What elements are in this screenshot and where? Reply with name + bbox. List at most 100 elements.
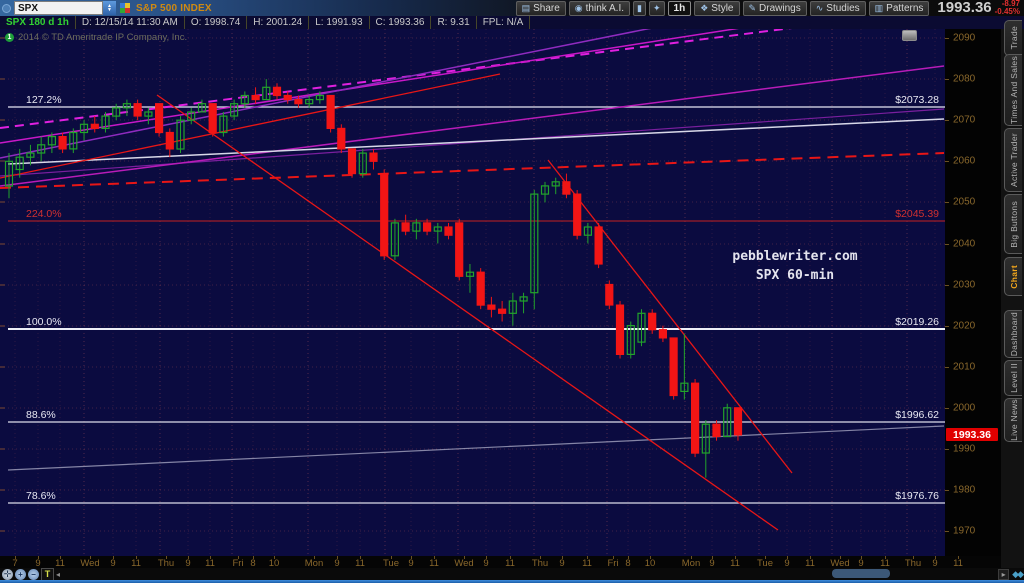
sidebar-tab-live-news[interactable]: Live News — [1004, 398, 1022, 442]
candle-body — [69, 131, 78, 150]
time-tick — [935, 556, 936, 559]
candle-body — [358, 152, 367, 175]
candle-body — [305, 98, 314, 105]
fib-price-label: $1996.62 — [895, 409, 939, 421]
price-tick-label: 2080 — [953, 73, 976, 85]
copyright-notice: 1 2014 © TD Ameritrade IP Company, Inc. — [5, 32, 187, 43]
candle-body — [133, 103, 142, 117]
time-label-day: Wed — [830, 558, 850, 569]
time-tick — [90, 556, 91, 559]
time-label-hour: 9 — [784, 558, 790, 569]
candle-body — [498, 308, 507, 314]
chart-toolbar: ▤ Share ◉ think A.I. ▮ ✦ 1h ❖ Style ✎ Drawings ∿ Stu… — [515, 0, 1024, 16]
candle-body — [26, 152, 35, 158]
sidebar-tab-active-trader[interactable]: Active Trader — [1004, 128, 1022, 192]
sidebar-tab-times-and-sales[interactable]: Times And Sales — [1004, 54, 1022, 126]
candle-body — [251, 94, 260, 101]
double-diamond-icon[interactable]: ◆◆ — [1012, 568, 1024, 579]
time-label-hour: 11 — [131, 558, 141, 569]
time-label-hour: 9 — [408, 558, 414, 569]
drawings-button[interactable]: ✎ Drawings — [742, 0, 807, 16]
price-axis[interactable]: 2090 2080 2070 2060 2050 2040 2030 2020 2010 2000… — [945, 29, 1001, 556]
candle-body — [444, 226, 453, 236]
time-tick — [188, 556, 189, 559]
time-label-hour: 9 — [110, 558, 116, 569]
camera-icon[interactable] — [902, 30, 917, 41]
timeframe-button[interactable]: 1h — [667, 0, 692, 16]
time-label-hour: 9 — [559, 558, 565, 569]
price-tick — [945, 367, 949, 368]
time-label-hour: 11 — [205, 558, 215, 569]
candle-body — [733, 407, 743, 436]
symbol-input[interactable] — [14, 1, 103, 15]
symbol-dropdown-button[interactable]: ▲ ▼ — [103, 1, 116, 15]
flask-icon: ∿ — [815, 2, 824, 13]
sidebar-tab-label: Trade — [1008, 26, 1019, 50]
candle-body — [176, 119, 185, 150]
zoom-out-icon[interactable]: − — [28, 568, 39, 580]
time-tick — [238, 556, 239, 559]
time-label-day: Thu — [904, 558, 922, 569]
sidebar-tab-dashboard[interactable]: Dashboard — [1004, 310, 1022, 358]
sidebar-tab-trade[interactable]: Trade — [1004, 20, 1022, 56]
candle-body — [712, 423, 721, 438]
tools-button[interactable]: ✦ — [648, 0, 665, 16]
candle-body — [530, 193, 539, 294]
studies-button[interactable]: ∿ Studies — [809, 0, 866, 16]
candlestick-chart[interactable] — [0, 29, 945, 556]
time-label-day: Fri — [232, 558, 244, 569]
think-ai-icon: ◉ — [574, 2, 583, 13]
chart-area[interactable]: 1 2014 © TD Ameritrade IP Company, Inc. … — [0, 29, 945, 556]
price-tick — [945, 202, 949, 203]
candle-body — [615, 304, 625, 356]
candle-body — [551, 181, 560, 187]
sidebar-tab-chart[interactable]: Chart — [1004, 257, 1022, 296]
watermark-symbol: SPX 60-min — [755, 268, 835, 283]
info-icon: 1 — [5, 33, 14, 42]
price-tick — [945, 490, 949, 491]
trendlines[interactable] — [0, 29, 945, 531]
time-tick — [587, 556, 588, 559]
candle-body — [626, 325, 635, 356]
sidebar-tab-big-buttons[interactable]: Big Buttons — [1004, 194, 1022, 254]
text-tool-button[interactable]: T — [41, 567, 54, 581]
trendline-magenta-long — [0, 65, 945, 187]
trendline-red-rising — [0, 73, 501, 179]
candle-body — [79, 123, 89, 134]
sidebar-tab-level-ii[interactable]: Level II — [1004, 360, 1022, 396]
candle-body — [701, 423, 710, 454]
fib-percent-label: 78.6% — [26, 490, 56, 502]
collapse-left-icon[interactable]: ◂ — [56, 569, 61, 579]
candle-body — [573, 193, 582, 236]
time-label-day: Wed — [80, 558, 100, 569]
time-axis[interactable]: 7 9 11 Wed 9 11 Thu 9 11 Fri 8 10 Mon 9 11 Tue 9 11 Wed 9 11… — [0, 556, 1001, 569]
candle-body — [58, 136, 67, 150]
time-tick — [360, 556, 361, 559]
last-price-block: 1993.36 -8.97 -0.45% — [937, 0, 1020, 16]
time-label-day: Wed — [454, 558, 474, 569]
candle-body — [540, 185, 550, 195]
share-button[interactable]: ▤ Share — [515, 0, 566, 16]
chart-nav-icons: ✛ + − T ◂ — [2, 567, 61, 581]
style-button[interactable]: ❖ Style — [694, 0, 740, 16]
candle-body — [240, 94, 249, 105]
candle-body — [15, 156, 24, 171]
candle-body — [369, 152, 378, 162]
price-tick-label: 2050 — [953, 196, 976, 208]
zoom-in-icon[interactable]: + — [15, 568, 26, 580]
time-label-hour: 7 — [12, 558, 18, 569]
patterns-button[interactable]: ▥ Patterns — [868, 0, 930, 16]
time-label-hour: 9 — [932, 558, 938, 569]
quick-chart-button[interactable]: ▮ — [633, 0, 646, 16]
wrench-icon: ✦ — [652, 2, 661, 13]
candles — [4, 79, 743, 478]
pan-icon[interactable]: ✛ — [2, 568, 13, 580]
time-label-hour: 8 — [625, 558, 631, 569]
candle-body — [401, 222, 410, 232]
link-color-icon[interactable] — [120, 3, 130, 13]
horizontal-scrollbar-thumb[interactable] — [832, 569, 890, 578]
think-ai-button[interactable]: ◉ think A.I. — [568, 0, 631, 16]
candle-body — [230, 103, 239, 117]
expand-right-icon[interactable]: ▸ — [998, 568, 1010, 580]
candle-body — [605, 283, 614, 306]
